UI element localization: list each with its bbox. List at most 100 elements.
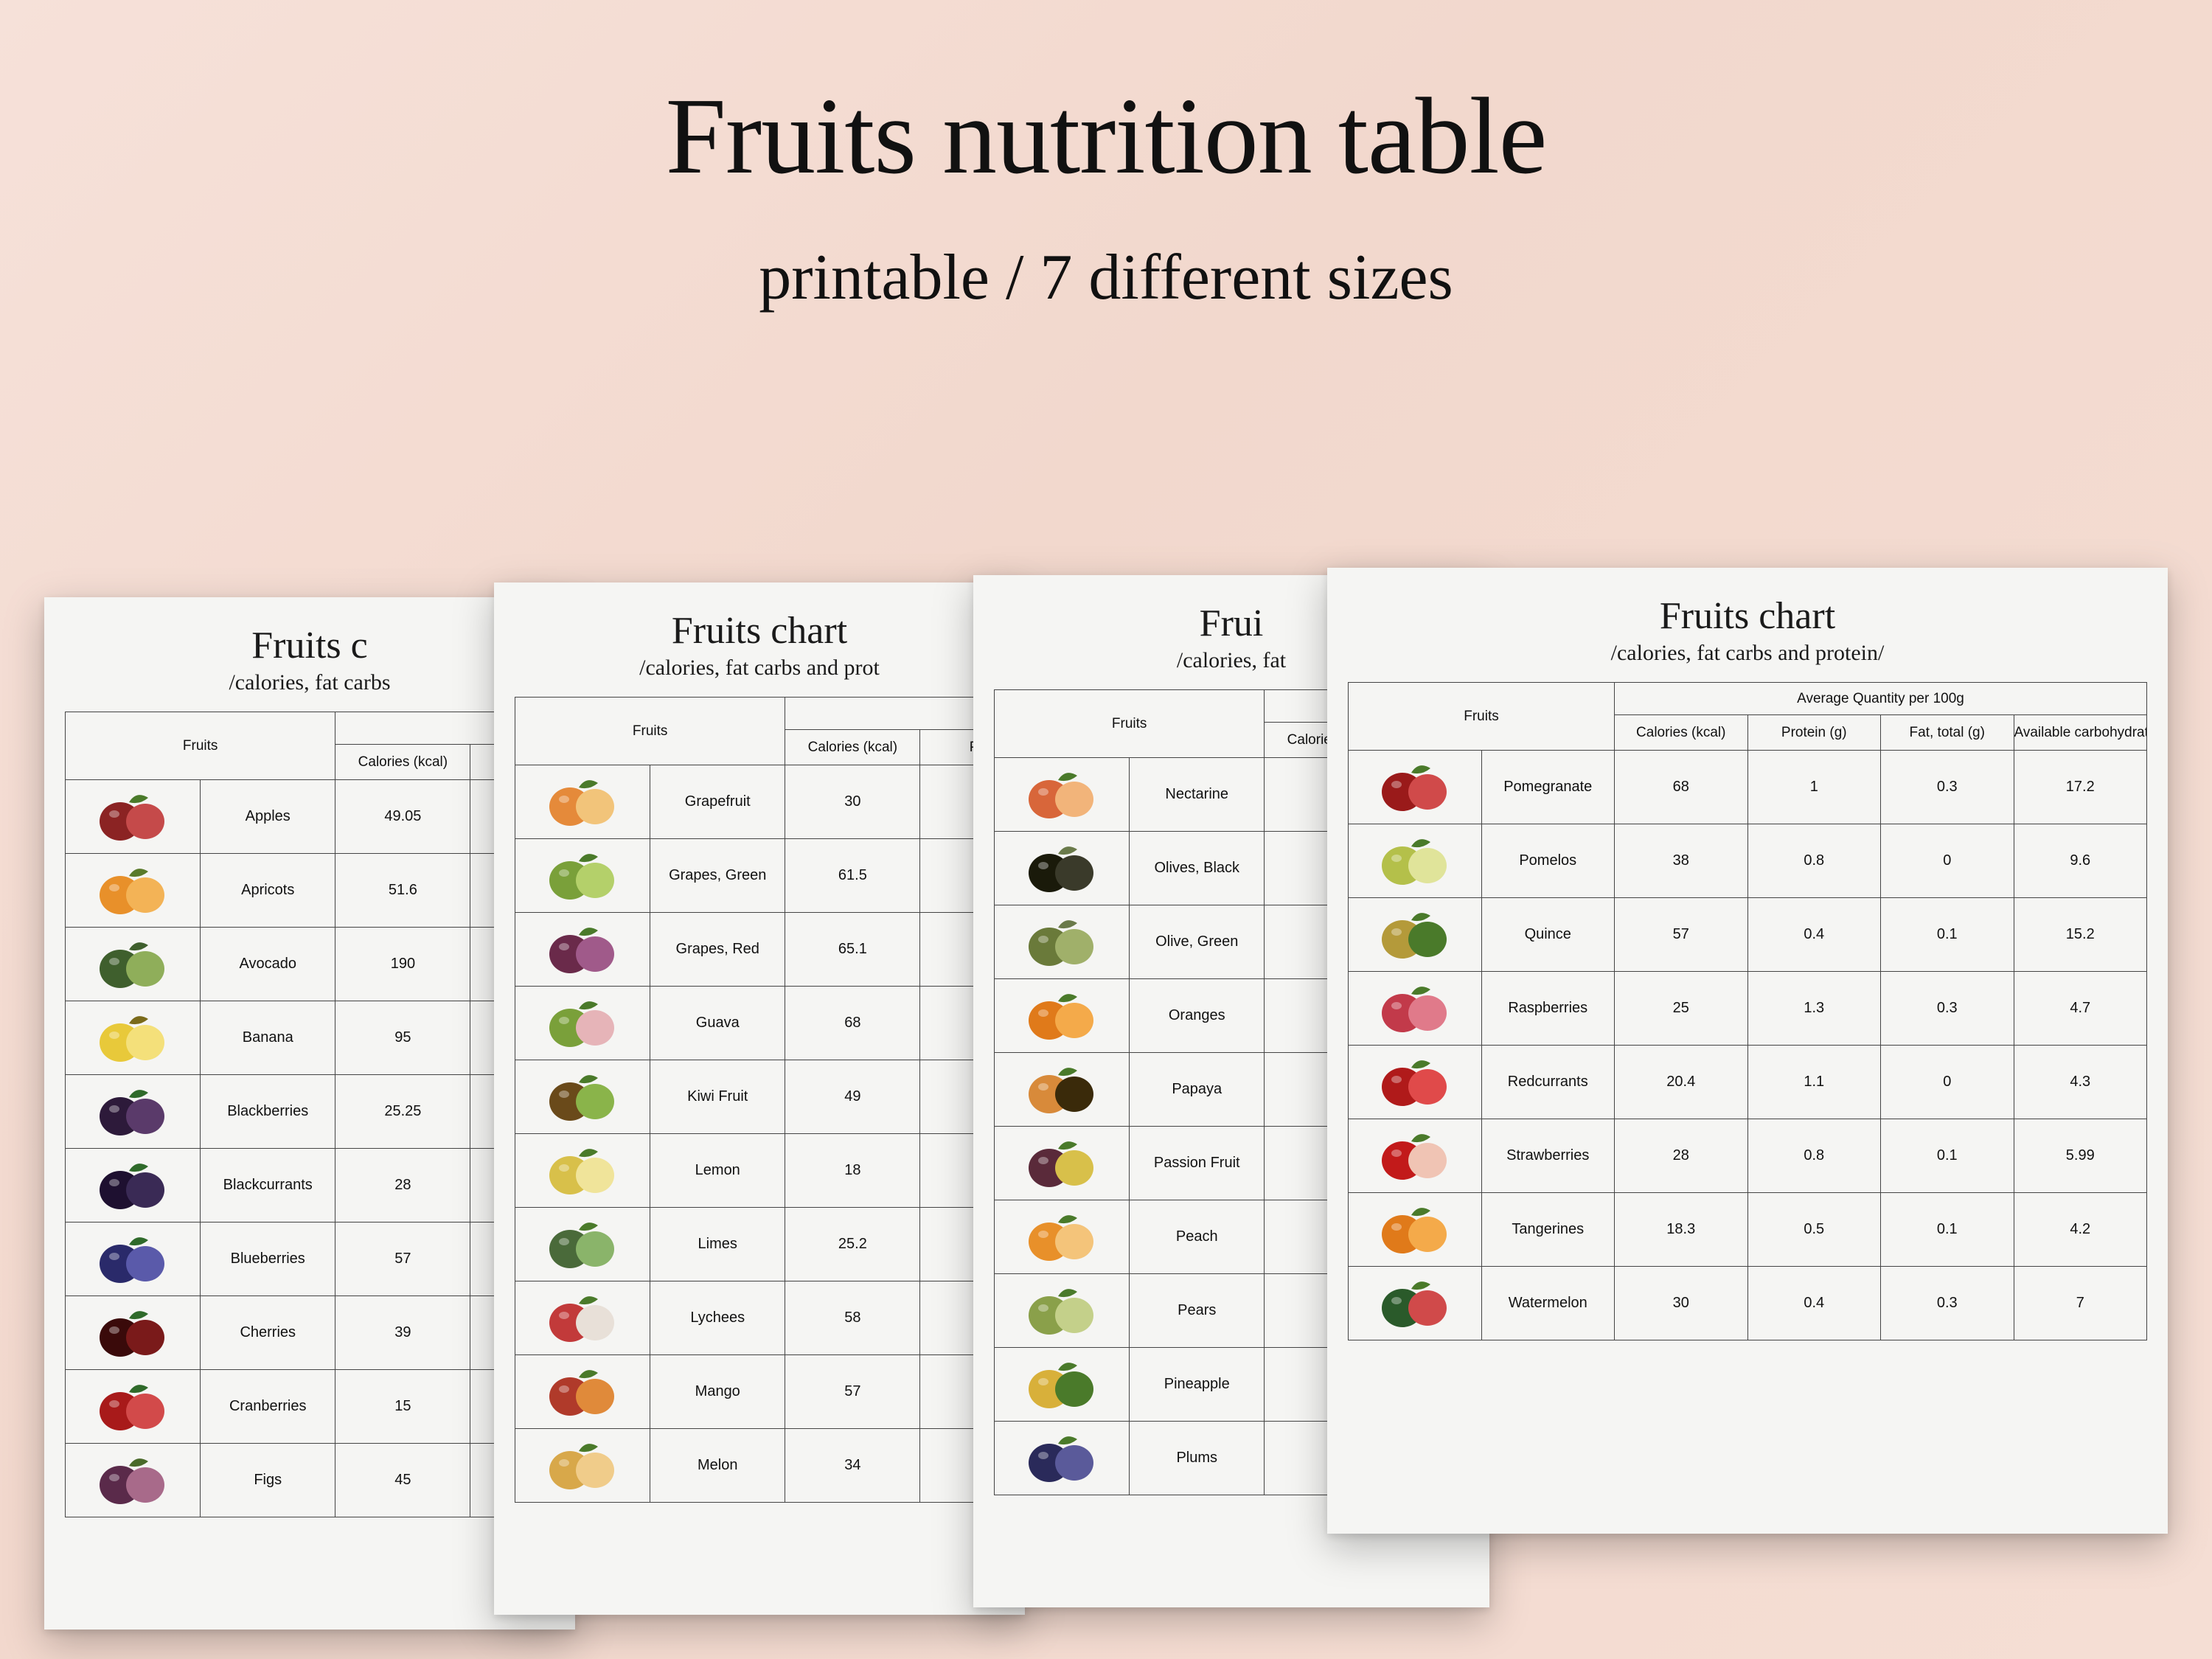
fruit-icon xyxy=(1349,898,1482,972)
cell-protein: 1 xyxy=(1747,751,1881,824)
fruit-icon xyxy=(515,1134,650,1208)
cell-calories: 28 xyxy=(1615,1119,1748,1193)
fruit-icon xyxy=(1349,1046,1482,1119)
cell-calories: 95 xyxy=(335,1001,470,1075)
cell-fat: 0.1 xyxy=(1881,898,2014,972)
cell-calories: 38 xyxy=(1615,824,1748,898)
fruit-icon xyxy=(1349,1193,1482,1267)
col-group: Average Quantity per 100g xyxy=(1615,683,2147,715)
fruit-name: Redcurrants xyxy=(1481,1046,1615,1119)
fruit-name: Cherries xyxy=(201,1296,335,1370)
cell-calories: 18.3 xyxy=(1615,1193,1748,1267)
fruit-name: Kiwi Fruit xyxy=(650,1060,785,1134)
cell-protein: 0.8 xyxy=(1747,1119,1881,1193)
fruit-icon xyxy=(1349,1267,1482,1340)
col-fat: Fat, total (g) xyxy=(1881,715,2014,751)
fruit-icon xyxy=(995,758,1130,832)
table-row: Lemon180. xyxy=(515,1134,1026,1208)
cell-calories: 28 xyxy=(335,1149,470,1222)
cell-calories: 51.6 xyxy=(335,854,470,928)
fruit-icon xyxy=(1349,972,1482,1046)
fruit-name: Cranberries xyxy=(201,1370,335,1444)
cell-calories: 39 xyxy=(335,1296,470,1370)
cell-protein: 0.4 xyxy=(1747,898,1881,972)
cell-calories: 57 xyxy=(785,1355,920,1429)
cell-protein: 0.5 xyxy=(1747,1193,1881,1267)
table-row: Kiwi Fruit491. xyxy=(515,1060,1026,1134)
fruit-icon xyxy=(515,1060,650,1134)
table-row: Quince570.40.115.2 xyxy=(1349,898,2147,972)
fruit-icon xyxy=(66,780,201,854)
cell-protein: 0.4 xyxy=(1747,1267,1881,1340)
fruit-name: Avocado xyxy=(201,928,335,1001)
fruit-name: Papaya xyxy=(1130,1053,1265,1127)
fruit-icon xyxy=(995,1053,1130,1127)
fruit-name: Melon xyxy=(650,1429,785,1503)
table-row: Watermelon300.40.37 xyxy=(1349,1267,2147,1340)
fruit-name: Plums xyxy=(1130,1422,1265,1495)
cell-calories: 25.25 xyxy=(335,1075,470,1149)
fruit-name: Olive, Green xyxy=(1130,905,1265,979)
cell-calories: 30 xyxy=(785,765,920,839)
fruit-name: Pears xyxy=(1130,1274,1265,1348)
page-subtitle: printable / 7 different sizes xyxy=(0,240,2212,315)
fruit-icon xyxy=(515,1355,650,1429)
fruit-icon xyxy=(66,1149,201,1222)
fruit-name: Lychees xyxy=(650,1281,785,1355)
cell-calories: 65.1 xyxy=(785,913,920,987)
cell-calories: 15 xyxy=(335,1370,470,1444)
fruit-icon xyxy=(66,928,201,1001)
fruit-icon xyxy=(66,1075,201,1149)
cell-fat: 0.3 xyxy=(1881,1267,2014,1340)
cell-calories: 45 xyxy=(335,1444,470,1517)
col-calories: Calories (kcal) xyxy=(785,730,920,765)
fruit-name: Peach xyxy=(1130,1200,1265,1274)
page-title: Fruits nutrition table xyxy=(0,0,2212,199)
cell-carb: 4.2 xyxy=(2014,1193,2147,1267)
fruit-icon xyxy=(995,1274,1130,1348)
sheets-stage: Fruits c /calories, fat carbs Fruits Cal… xyxy=(44,568,2168,1630)
fruit-name: Oranges xyxy=(1130,979,1265,1053)
cell-calories: 18 xyxy=(785,1134,920,1208)
fruit-name: Apples xyxy=(201,780,335,854)
cell-calories: 57 xyxy=(1615,898,1748,972)
fruit-icon xyxy=(515,765,650,839)
table-row: Raspberries251.30.34.7 xyxy=(1349,972,2147,1046)
table-row: Grapes, Red65.10. xyxy=(515,913,1026,987)
table-body: Grapefruit300. Grapes, Green61.5 Grapes,… xyxy=(515,765,1026,1503)
cell-calories: 61.5 xyxy=(785,839,920,913)
fruit-icon xyxy=(995,979,1130,1053)
sheet-subtitle: /calories, fat carbs xyxy=(65,670,554,695)
fruit-name: Limes xyxy=(650,1208,785,1281)
sheet-subtitle: /calories, fat carbs and prot xyxy=(515,655,1004,681)
cell-calories: 25.2 xyxy=(785,1208,920,1281)
cell-carb: 15.2 xyxy=(2014,898,2147,972)
cell-calories: 25 xyxy=(1615,972,1748,1046)
fruit-icon xyxy=(995,1348,1130,1422)
fruit-name: Grapes, Green xyxy=(650,839,785,913)
table-row: Grapes, Green61.5 xyxy=(515,839,1026,913)
cell-protein: 1.3 xyxy=(1747,972,1881,1046)
nutrition-table: Fruits Averag Calories (kcal) Protei Fat… xyxy=(515,697,1025,1503)
cell-fat: 0 xyxy=(1881,824,2014,898)
sheet-title: Fruits chart xyxy=(1348,594,2147,638)
fruit-name: Olives, Black xyxy=(1130,832,1265,905)
fruit-name: Apricots xyxy=(201,854,335,928)
fruit-icon xyxy=(995,1127,1130,1200)
col-fruits: Fruits xyxy=(66,712,335,780)
fruit-icon xyxy=(995,905,1130,979)
cell-calories: 20.4 xyxy=(1615,1046,1748,1119)
fruit-icon xyxy=(995,832,1130,905)
cell-carb: 4.3 xyxy=(2014,1046,2147,1119)
fruit-name: Blackberries xyxy=(201,1075,335,1149)
table-row: Grapefruit300. xyxy=(515,765,1026,839)
cell-calories: 68 xyxy=(785,987,920,1060)
fruit-name: Nectarine xyxy=(1130,758,1265,832)
cell-carb: 7 xyxy=(2014,1267,2147,1340)
nutrition-table: Fruits Average Quantity per 100g Calorie… xyxy=(1348,682,2147,1340)
table-row: Guava683 xyxy=(515,987,1026,1060)
fruit-name: Pomelos xyxy=(1481,824,1615,898)
table-row: Melon34 xyxy=(515,1429,1026,1503)
col-fruits: Fruits xyxy=(515,698,785,765)
fruit-name: Passion Fruit xyxy=(1130,1127,1265,1200)
